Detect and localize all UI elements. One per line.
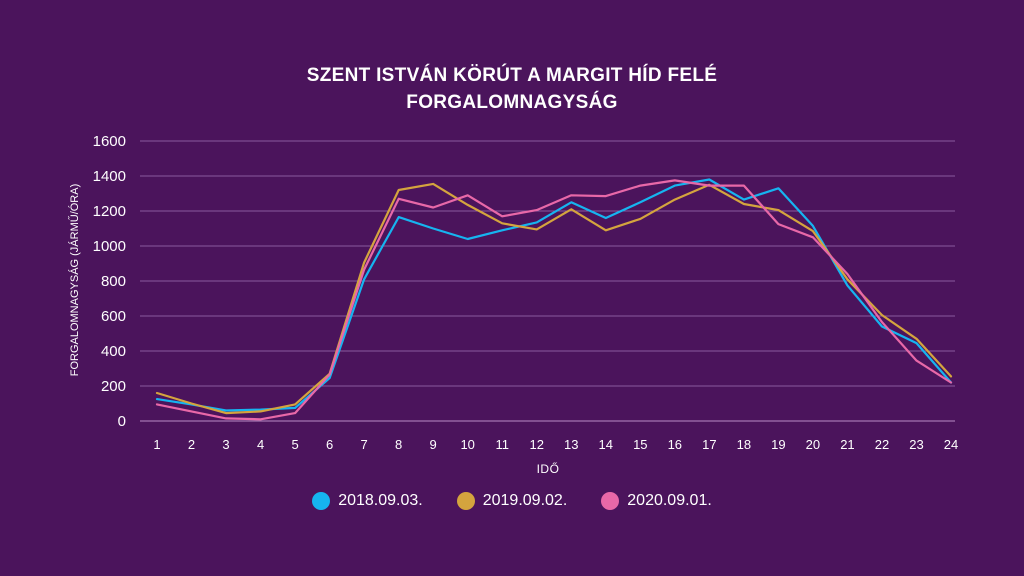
x-tick-label: 14 <box>599 437 613 452</box>
y-axis-label: FORGALOMNAGYSÁG (JÁRMŰ/ÓRA) <box>67 184 81 377</box>
x-tick-label: 21 <box>840 437 854 452</box>
x-tick-label: 3 <box>222 437 229 452</box>
series-line-3 <box>155 179 953 421</box>
y-tick-label: 600 <box>101 308 126 325</box>
x-tick-label: 16 <box>668 437 682 452</box>
y-tick-label: 1000 <box>93 238 126 255</box>
x-tick-label: 11 <box>495 437 509 452</box>
legend-item: 2018.09.03. <box>312 492 423 510</box>
x-tick-label: 4 <box>257 437 264 452</box>
legend-label: 2020.09.01. <box>627 492 712 509</box>
legend-dot-icon <box>312 492 331 510</box>
chart-title: SZENT ISTVÁN KÖRÚT A MARGIT HÍD FELÉ <box>306 65 718 86</box>
x-tick-label: 20 <box>806 437 820 452</box>
legend-label: 2018.09.03. <box>338 492 423 509</box>
series-line-1 <box>155 178 953 412</box>
x-tick-label: 23 <box>909 437 923 452</box>
x-tick-label: 19 <box>771 437 785 452</box>
x-tick-label: 8 <box>395 437 402 452</box>
y-tick-label: 200 <box>101 378 126 395</box>
x-tick-label: 10 <box>460 437 474 452</box>
x-tick-label: 17 <box>702 437 716 452</box>
x-tick-label: 5 <box>291 437 298 452</box>
y-tick-label: 1200 <box>93 203 126 220</box>
x-tick-label: 13 <box>564 437 578 452</box>
y-tick-label: 800 <box>101 273 126 290</box>
series-line-2 <box>155 182 953 415</box>
chart-subtitle: FORGALOMNAGYSÁG <box>406 92 618 113</box>
y-tick-label: 1400 <box>93 168 126 185</box>
x-tick-label: 1 <box>153 437 160 452</box>
x-tick-label: 12 <box>530 437 544 452</box>
legend-dot-icon <box>601 492 620 510</box>
x-tick-label: 24 <box>944 437 958 452</box>
x-tick-label: 18 <box>737 437 751 452</box>
legend-item: 2019.09.02. <box>456 492 568 510</box>
x-tick-label: 2 <box>188 437 195 452</box>
x-tick-label: 9 <box>430 437 437 452</box>
x-tick-label: 22 <box>875 437 889 452</box>
y-tick-label: 1600 <box>93 133 126 150</box>
x-tick-label: 7 <box>361 437 368 452</box>
chart-title-block: SZENT ISTVÁN KÖRÚT A MARGIT HÍD FELÉ FOR… <box>0 62 1024 116</box>
x-tick-label: 15 <box>633 437 647 452</box>
legend-item: 2020.09.01. <box>601 492 712 510</box>
chart-legend: 2018.09.03. 2019.09.02. 2020.09.01. <box>0 492 1024 510</box>
x-axis-label: IDŐ <box>537 461 560 476</box>
x-tick-label: 6 <box>326 437 333 452</box>
y-tick-label: 400 <box>101 343 126 360</box>
y-tick-label: 0 <box>118 413 126 430</box>
legend-label: 2019.09.02. <box>482 492 568 509</box>
legend-dot-icon <box>456 492 475 510</box>
